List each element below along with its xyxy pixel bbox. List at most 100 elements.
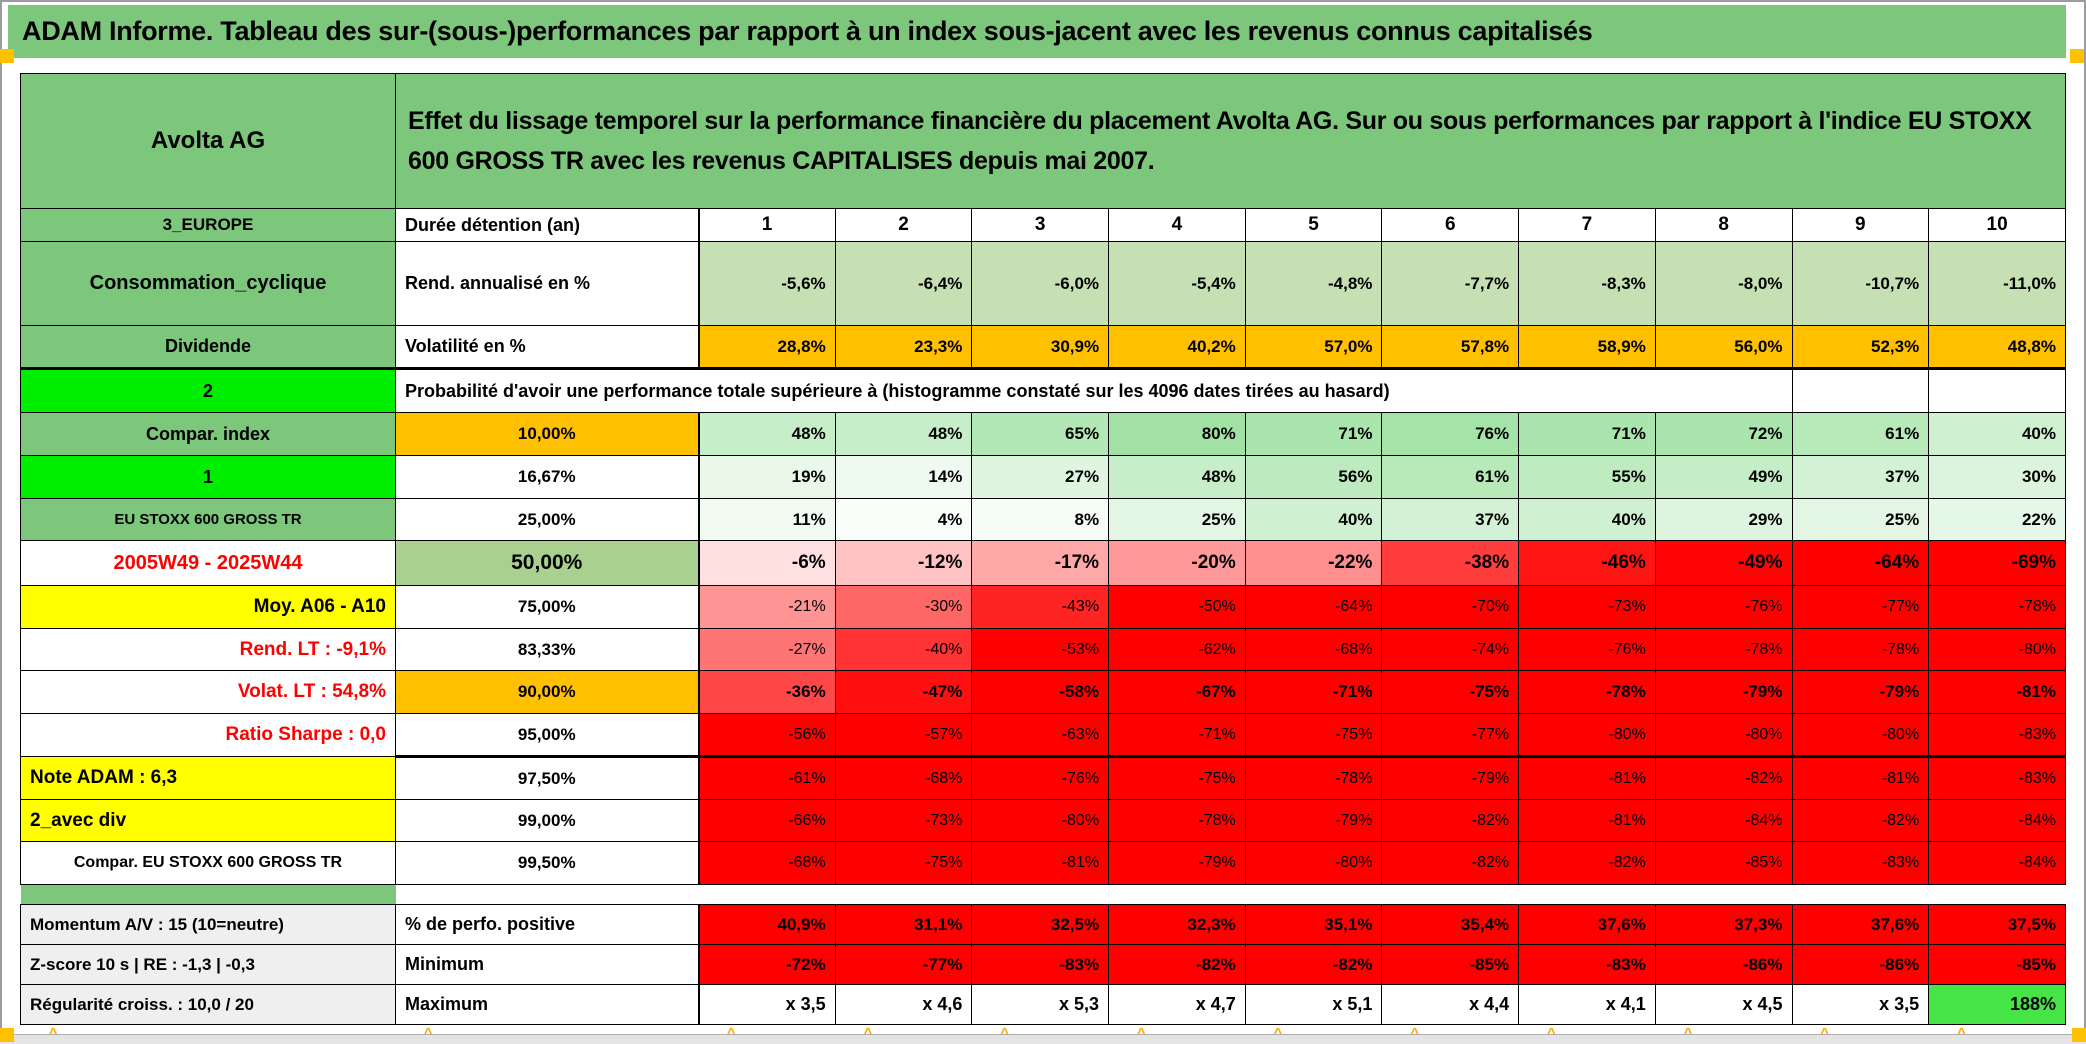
volat-lt-label-cell[interactable]: Volat. LT : 54,8% (20, 670, 396, 714)
flag-1-cell[interactable]: 1 (20, 455, 396, 499)
prob-value-cell[interactable]: -79% (1791, 670, 1930, 714)
prob-value-cell[interactable]: 61% (1381, 455, 1520, 499)
prob-value-cell[interactable]: -80% (971, 799, 1110, 842)
prob-value-cell[interactable]: -81% (1928, 670, 2066, 714)
prob-value-cell[interactable]: -83% (1928, 756, 2066, 800)
prob-value-cell[interactable]: -67% (1108, 670, 1246, 714)
prob-value-cell[interactable]: 14% (834, 455, 973, 499)
prob-value-cell[interactable]: 40% (1518, 498, 1656, 541)
prob-value-cell[interactable]: -82% (1791, 799, 1930, 842)
prob-value-cell[interactable]: 29% (1654, 498, 1793, 541)
max-value-cell[interactable]: x 3,5 (1791, 984, 1930, 1025)
prob-value-cell[interactable]: -78% (1108, 799, 1246, 842)
max-value-cell[interactable]: x 4,6 (834, 984, 973, 1025)
positive-perf-value-cell[interactable]: 37,5% (1928, 904, 2066, 945)
prob-value-cell[interactable]: -53% (971, 628, 1110, 671)
positive-perf-value-cell[interactable]: 32,5% (971, 904, 1110, 945)
prob-value-cell[interactable]: -66% (697, 799, 836, 842)
threshold-cell[interactable]: 25,00% (395, 498, 699, 541)
zscore-label-cell[interactable]: Z-score 10 s | RE : -1,3 | -0,3 (20, 944, 396, 985)
prob-value-cell[interactable]: -79% (1244, 799, 1383, 842)
prob-value-cell[interactable]: -68% (1244, 628, 1383, 671)
positive-perf-value-cell[interactable]: 31,1% (834, 904, 973, 945)
prob-value-cell[interactable]: -82% (1381, 841, 1520, 885)
prob-value-cell[interactable]: -30% (834, 585, 973, 629)
prob-value-cell[interactable]: 27% (971, 455, 1110, 499)
prob-value-cell[interactable]: 72% (1654, 412, 1793, 456)
prob-value-cell[interactable]: 48% (697, 412, 836, 456)
max-value-cell[interactable]: x 5,3 (971, 984, 1110, 1025)
prob-value-cell[interactable]: -49% (1654, 540, 1793, 586)
prob-value-cell[interactable]: 55% (1518, 455, 1656, 499)
threshold-cell[interactable]: 16,67% (395, 455, 699, 499)
minimum-header-cell[interactable]: Minimum (395, 944, 699, 985)
min-value-cell[interactable]: -85% (1928, 944, 2066, 985)
bottom-scrollbar[interactable] (0, 1034, 2086, 1044)
prob-value-cell[interactable]: -76% (971, 756, 1110, 800)
avec-div-label-cell[interactable]: 2_avec div (20, 799, 396, 842)
min-value-cell[interactable]: -86% (1654, 944, 1793, 985)
prob-value-cell[interactable]: -12% (834, 540, 973, 586)
prob-value-cell[interactable]: -64% (1244, 585, 1383, 629)
prob-value-cell[interactable]: -83% (1791, 841, 1930, 885)
prob-value-cell[interactable]: -73% (1518, 585, 1656, 629)
prob-value-cell[interactable]: 22% (1928, 498, 2066, 541)
prob-value-cell[interactable]: 37% (1791, 455, 1930, 499)
prob-value-cell[interactable]: 56% (1244, 455, 1383, 499)
max-value-cell[interactable]: 188% (1928, 984, 2066, 1025)
max-value-cell[interactable]: x 4,5 (1654, 984, 1793, 1025)
prob-value-cell[interactable]: -63% (971, 713, 1110, 758)
sector-label-cell[interactable]: Consommation_cyclique (20, 241, 396, 326)
asset-name-cell[interactable]: Avolta AG (20, 73, 396, 209)
prob-value-cell[interactable]: 37% (1381, 498, 1520, 541)
prob-value-cell[interactable]: 71% (1518, 412, 1656, 456)
dividend-label-cell[interactable]: Dividende (20, 325, 396, 370)
volatility-value-cell[interactable]: 56,0% (1654, 325, 1793, 370)
prob-value-cell[interactable]: -83% (1928, 713, 2066, 758)
positive-perf-value-cell[interactable]: 32,3% (1108, 904, 1246, 945)
volatility-value-cell[interactable]: 23,3% (834, 325, 973, 370)
min-value-cell[interactable]: -86% (1791, 944, 1930, 985)
prob-value-cell[interactable]: -58% (971, 670, 1110, 714)
threshold-cell[interactable]: 50,00% (395, 540, 699, 586)
prob-value-cell[interactable]: -75% (1244, 713, 1383, 758)
prob-value-cell[interactable]: -82% (1518, 841, 1656, 885)
maximum-header-cell[interactable]: Maximum (395, 984, 699, 1025)
prob-value-cell[interactable]: -85% (1654, 841, 1793, 885)
index-name-label-cell[interactable]: EU STOXX 600 GROSS TR (20, 498, 396, 541)
prob-value-cell[interactable]: -80% (1654, 713, 1793, 758)
min-value-cell[interactable]: -72% (697, 944, 836, 985)
prob-value-cell[interactable]: 25% (1791, 498, 1930, 541)
annualized-value-cell[interactable]: -4,8% (1244, 241, 1383, 326)
prob-value-cell[interactable]: -38% (1381, 540, 1520, 586)
rend-lt-label-cell[interactable]: Rend. LT : -9,1% (20, 628, 396, 671)
min-value-cell[interactable]: -85% (1381, 944, 1520, 985)
volatility-value-cell[interactable]: 52,3% (1791, 325, 1930, 370)
prob-value-cell[interactable]: -47% (834, 670, 973, 714)
prob-value-cell[interactable]: -79% (1654, 670, 1793, 714)
empty-cell[interactable] (1791, 368, 1930, 413)
prob-value-cell[interactable]: 48% (1108, 455, 1246, 499)
prob-value-cell[interactable]: -22% (1244, 540, 1383, 586)
note-adam-label-cell[interactable]: Note ADAM : 6,3 (20, 756, 396, 800)
compar-eu-label-cell[interactable]: Compar. EU STOXX 600 GROSS TR (20, 841, 396, 885)
prob-value-cell[interactable]: -79% (1108, 841, 1246, 885)
prob-value-cell[interactable]: -70% (1381, 585, 1520, 629)
prob-value-cell[interactable]: -81% (1518, 799, 1656, 842)
max-value-cell[interactable]: x 4,4 (1381, 984, 1520, 1025)
prob-value-cell[interactable]: 49% (1654, 455, 1793, 499)
prob-value-cell[interactable]: -68% (834, 756, 973, 800)
volatility-value-cell[interactable]: 30,9% (971, 325, 1110, 370)
duration-cell[interactable]: 10 (1928, 208, 2066, 242)
volatility-header-cell[interactable]: Volatilité en % (395, 325, 699, 370)
duration-cell[interactable]: 4 (1108, 208, 1246, 242)
prob-value-cell[interactable]: -36% (697, 670, 836, 714)
volatility-value-cell[interactable]: 57,0% (1244, 325, 1383, 370)
prob-value-cell[interactable]: -69% (1928, 540, 2066, 586)
duration-cell[interactable]: 6 (1381, 208, 1520, 242)
annualized-value-cell[interactable]: -10,7% (1791, 241, 1930, 326)
region-label-cell[interactable]: 3_EUROPE (20, 208, 396, 242)
prob-value-cell[interactable]: -74% (1381, 628, 1520, 671)
volatility-value-cell[interactable]: 40,2% (1108, 325, 1246, 370)
threshold-cell[interactable]: 10,00% (395, 412, 699, 456)
